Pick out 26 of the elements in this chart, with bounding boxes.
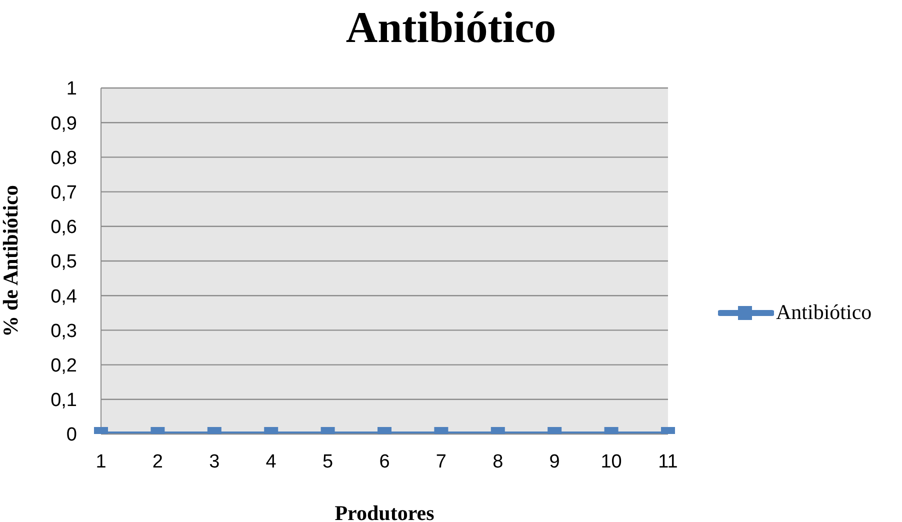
x-tick-label: 6	[379, 451, 390, 472]
y-tick-label: 0,7	[50, 182, 77, 204]
y-tick-label: 0,6	[50, 217, 77, 238]
y-tick-label: 0,9	[50, 113, 77, 134]
x-tick-label: 3	[209, 451, 220, 472]
x-tick-label: 9	[549, 451, 560, 472]
x-tick-label: 1	[96, 451, 106, 472]
y-tick-label: 0,8	[50, 148, 77, 169]
y-tick-label: 0,2	[50, 356, 77, 377]
x-tick-label: 5	[322, 451, 334, 472]
y-tick-label: 0	[66, 424, 77, 446]
x-tick-label: 10	[600, 451, 622, 472]
y-tick-label: 0,3	[50, 320, 77, 342]
chart-title: Antibiótico	[344, 2, 558, 53]
x-axis-title: Produtores	[334, 501, 434, 522]
x-tick-label: 4	[266, 451, 277, 472]
y-tick-label: 1	[66, 78, 77, 100]
y-axis-title: % de Antibiótico	[0, 185, 22, 337]
legend-label: Antibiótico	[776, 300, 872, 325]
x-tick-label: 2	[152, 451, 163, 472]
x-tick-label: 7	[436, 451, 446, 472]
x-tick-label: 8	[492, 451, 504, 472]
y-tick-label: 0,1	[50, 390, 77, 412]
y-tick-label: 0,5	[50, 252, 77, 273]
x-tick-label: 11	[658, 451, 678, 472]
y-tick-label: 0,4	[50, 286, 78, 308]
